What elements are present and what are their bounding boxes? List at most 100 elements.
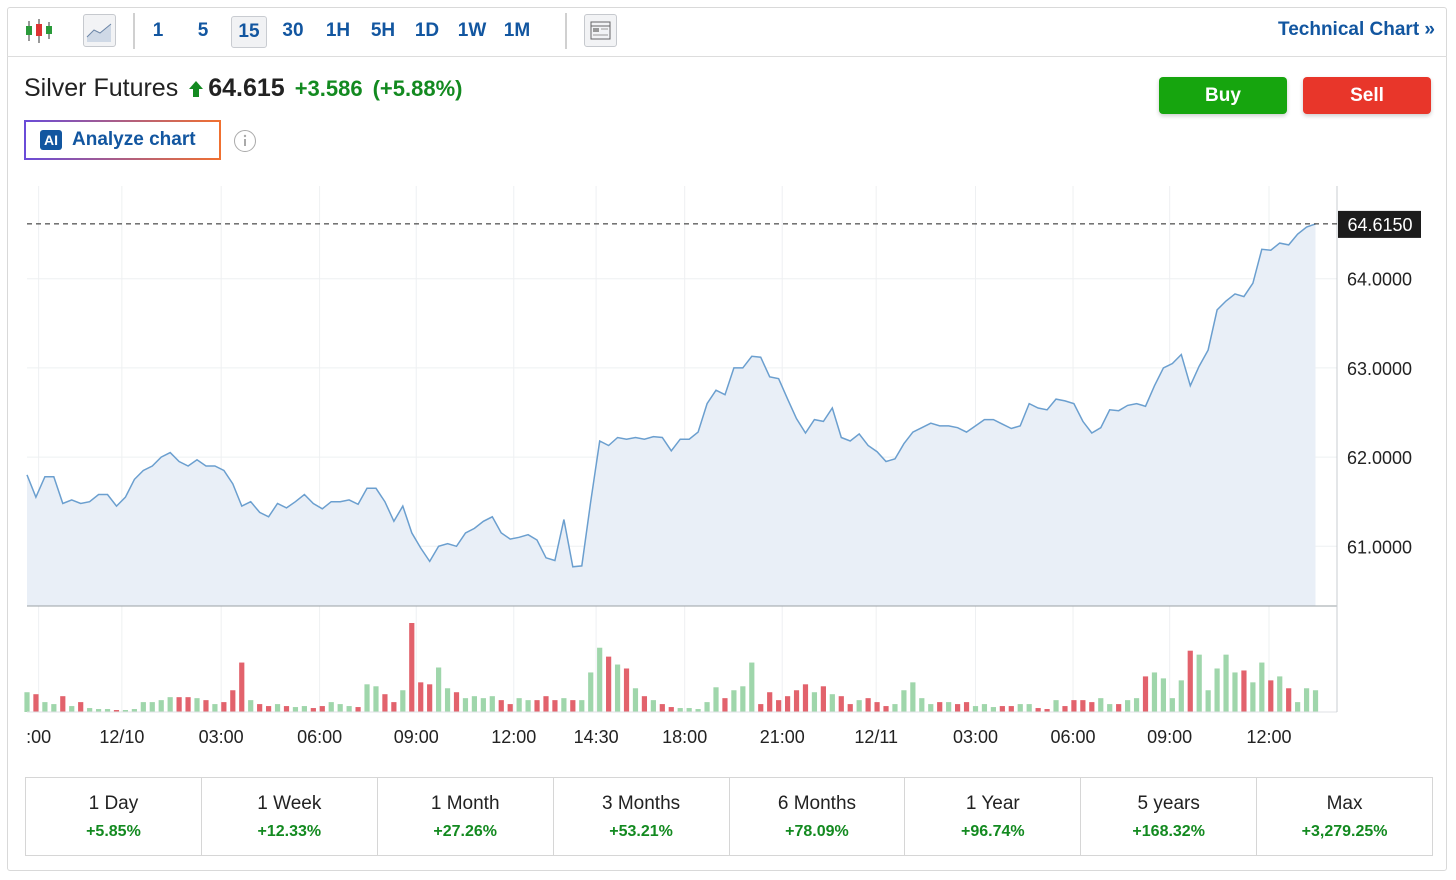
interval-button[interactable]: 1M (503, 20, 531, 41)
volume-bar (355, 707, 361, 712)
sell-button[interactable]: Sell (1303, 77, 1431, 114)
price-change: +3.586 (294, 76, 363, 101)
performance-cell[interactable]: Max +3,279.25% (1256, 778, 1432, 855)
volume-bar (1232, 672, 1238, 712)
performance-cell[interactable]: 1 Month +27.26% (376, 778, 553, 855)
volume-bar (1142, 676, 1149, 712)
volume-bar (471, 696, 478, 712)
volume-bar (1312, 690, 1319, 712)
volume-bar (650, 700, 656, 712)
interval-button[interactable]: 5H (370, 20, 396, 41)
volume-bar (516, 698, 522, 712)
volume-bar (955, 704, 961, 712)
period-change: +5.85% (86, 823, 141, 840)
performance-cell[interactable]: 3 Months +53.21% (552, 778, 729, 855)
volume-bar (104, 709, 111, 712)
volume-bar (283, 706, 290, 712)
interval-button[interactable]: 1D (414, 20, 440, 41)
volume-bar (33, 694, 39, 712)
technical-chart-link[interactable]: Technical Chart » (1278, 19, 1435, 40)
analyze-chart-button[interactable]: AI Analyze chart (24, 120, 221, 160)
volume-bar (632, 688, 639, 712)
volume-bar (1160, 678, 1167, 712)
volume-bar (677, 708, 683, 712)
volume-bar (561, 698, 567, 712)
volume-bar (928, 704, 934, 712)
volume-bar (686, 708, 692, 712)
volume-bar (695, 709, 701, 712)
news-icon[interactable] (584, 14, 617, 47)
period: 1 Day (88, 793, 139, 814)
interval-button[interactable]: 1 (152, 20, 164, 41)
volume-bar (910, 682, 916, 712)
performance-cell[interactable]: 1 Week +12.33% (200, 778, 377, 855)
interval-button[interactable]: 1H (325, 20, 351, 41)
volume-bar (1250, 682, 1256, 712)
volume-bar (1223, 654, 1229, 712)
performance-cell[interactable]: 1 Year +96.74% (904, 778, 1080, 855)
volume-bar (543, 696, 549, 712)
volume-bar (1026, 704, 1032, 712)
volume-bar (793, 690, 800, 712)
volume-bar (776, 700, 782, 712)
volume-bar (570, 700, 576, 712)
volume-bar (802, 684, 809, 712)
volume-bar (525, 700, 531, 712)
volume-bar (641, 696, 648, 712)
volume-bar (1178, 680, 1184, 712)
volume-bar (1053, 700, 1059, 712)
performance-cell[interactable]: 6 Months +78.09% (728, 778, 905, 855)
volume-bar (1277, 676, 1283, 712)
interval-button[interactable]: 30 (282, 20, 304, 41)
x-tick-label: 06:00 (1051, 727, 1096, 747)
volume-bar (453, 692, 460, 712)
volume-bar (480, 698, 486, 712)
period-change: +53.21% (609, 823, 673, 840)
divider (133, 13, 135, 49)
volume-bar (1062, 706, 1068, 712)
volume-bar (498, 700, 504, 712)
period: Max (1326, 793, 1363, 814)
period: 3 Months (601, 793, 681, 814)
volume-bar (1169, 698, 1175, 712)
volume-bar (874, 702, 880, 712)
volume-bar (462, 698, 469, 712)
volume-bar (1259, 662, 1265, 712)
volume-bar (981, 704, 988, 712)
last-price-tag (1338, 210, 1421, 238)
volume-bar (1071, 700, 1077, 712)
volume-bar (131, 709, 137, 712)
line-chart-icon[interactable] (83, 14, 116, 47)
volume-bar (1125, 700, 1131, 712)
period: 1 Week (257, 793, 322, 814)
y-tick-label: 62.0000 (1347, 448, 1412, 468)
ai-badge: AI (40, 130, 62, 150)
buy-button[interactable]: Buy (1159, 77, 1287, 114)
performance-cell[interactable]: 5 years +168.32% (1080, 778, 1256, 855)
x-tick-label: 12/10 (99, 727, 144, 747)
volume-bar (373, 686, 379, 712)
volume-bar (811, 692, 818, 712)
volume-bar (1098, 698, 1104, 712)
candlestick-icon[interactable] (25, 17, 53, 45)
volume-bar (122, 710, 129, 712)
volume-bar (1133, 698, 1140, 712)
volume-bar (274, 704, 281, 712)
volume-bar (1205, 690, 1211, 712)
volume-bar (400, 690, 406, 712)
interval-button[interactable]: 5 (197, 20, 209, 41)
volume-bar (946, 702, 952, 712)
interval-button[interactable]: 15 (231, 16, 267, 48)
divider (565, 13, 567, 49)
volume-bar (212, 704, 218, 712)
info-icon[interactable] (233, 129, 257, 153)
volume-bar (78, 702, 84, 712)
volume-bar (892, 704, 898, 712)
volume-bar (203, 700, 209, 712)
performance-cell[interactable]: 1 Day +5.85% (26, 778, 201, 855)
volume-bar (1044, 709, 1050, 712)
interval-button[interactable]: 1W (457, 20, 487, 41)
volume-bar (1286, 688, 1292, 712)
volume-bar (767, 692, 773, 712)
volume-bar (418, 682, 424, 712)
